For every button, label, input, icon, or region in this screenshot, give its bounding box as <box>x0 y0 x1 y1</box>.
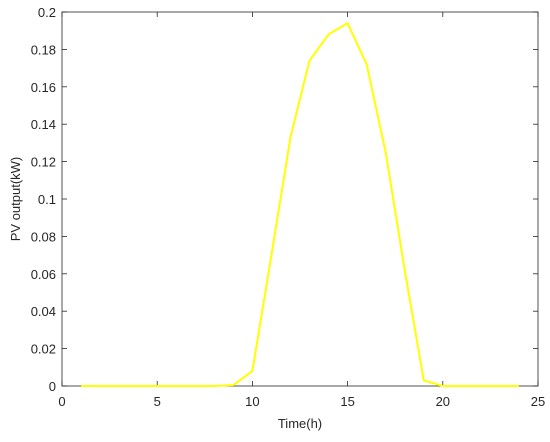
x-tick-label: 20 <box>436 394 450 409</box>
y-tick-label: 0.04 <box>31 304 56 319</box>
x-tick-label: 5 <box>154 394 161 409</box>
x-tick-label: 25 <box>531 394 545 409</box>
x-axis-label: Time(h) <box>278 416 322 431</box>
y-tick-label: 0.02 <box>31 342 56 357</box>
plot-box <box>61 11 539 387</box>
y-tick-label: 0.16 <box>31 80 56 95</box>
y-tick-label: 0.08 <box>31 229 56 244</box>
x-tick-label: 15 <box>340 394 354 409</box>
line-series <box>81 21 519 387</box>
y-axis-label: PV output(kW) <box>8 157 23 242</box>
y-tick-label: 0.18 <box>31 42 56 57</box>
x-tick-label: 10 <box>245 394 259 409</box>
y-tick-label: 0.1 <box>38 192 56 207</box>
y-tick-label: 0 <box>49 379 56 394</box>
y-tick-label: 0.06 <box>31 267 56 282</box>
x-tick-label: 0 <box>58 394 65 409</box>
y-tick-label: 0.14 <box>31 117 56 132</box>
y-tick-label: 0.2 <box>38 5 56 20</box>
y-tick-label: 0.12 <box>31 155 56 170</box>
